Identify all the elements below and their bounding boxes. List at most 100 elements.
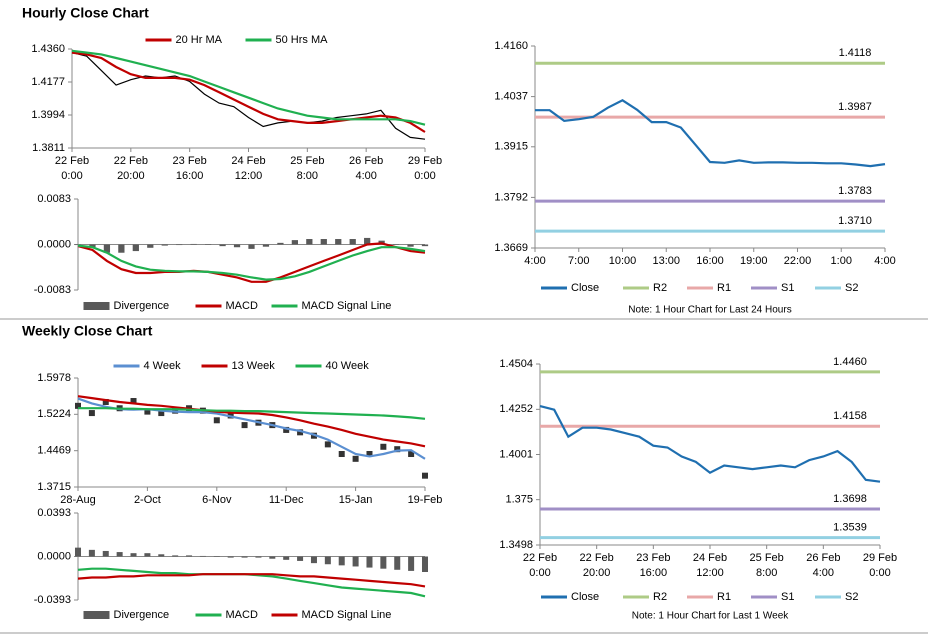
section-title: Weekly Close Chart bbox=[22, 323, 153, 339]
y-tick-label: 1.4001 bbox=[499, 448, 533, 460]
divergence-bar bbox=[205, 244, 212, 245]
divergence-bar bbox=[130, 553, 137, 557]
legend-swatch bbox=[83, 302, 110, 310]
series-line bbox=[535, 99, 886, 168]
divergence-bar bbox=[74, 547, 82, 557]
level-label: 1.3987 bbox=[838, 101, 872, 113]
legend-label: R1 bbox=[717, 591, 731, 603]
close-marker bbox=[144, 408, 151, 415]
x-tick-label: 0:00 bbox=[529, 567, 550, 579]
y-tick-label: 1.3792 bbox=[494, 191, 528, 203]
divergence-bar bbox=[248, 244, 255, 249]
close-marker bbox=[241, 422, 248, 429]
divergence-bar bbox=[176, 244, 183, 246]
divergence-bar bbox=[335, 239, 342, 245]
divergence-bar bbox=[144, 553, 151, 557]
x-tick-label: 24 Feb bbox=[231, 155, 265, 167]
divergence-bar bbox=[103, 244, 111, 253]
x-tick-label: 2-Oct bbox=[134, 494, 161, 506]
level-label: 1.4158 bbox=[833, 410, 867, 422]
y-tick-label: 1.4469 bbox=[37, 445, 71, 457]
x-tick-label: 11-Dec bbox=[269, 494, 304, 506]
x-tick-label: 6-Nov bbox=[202, 494, 232, 506]
close-marker bbox=[352, 455, 359, 462]
legend-label: 13 Week bbox=[232, 360, 276, 372]
divergence-bar bbox=[349, 239, 356, 245]
x-tick-label: 22:00 bbox=[784, 255, 812, 267]
close-marker bbox=[213, 417, 220, 424]
series-line bbox=[539, 405, 881, 483]
x-tick-label: 16:00 bbox=[640, 567, 668, 579]
x-tick-label: 13:00 bbox=[652, 255, 680, 267]
divergence-bar bbox=[394, 556, 401, 570]
y-tick-label: 1.4504 bbox=[499, 358, 533, 370]
x-tick-label: 0:00 bbox=[869, 567, 890, 579]
divergence-bar bbox=[74, 244, 82, 246]
divergence-bar bbox=[366, 556, 373, 568]
x-tick-label: 16:00 bbox=[696, 255, 724, 267]
legend-label: MACD bbox=[226, 300, 258, 312]
divergence-bar bbox=[227, 556, 234, 558]
legend-label: 4 Week bbox=[144, 360, 182, 372]
legend-label: R2 bbox=[653, 591, 667, 603]
divergence-bar bbox=[364, 237, 371, 245]
x-tick-label: 4:00 bbox=[355, 170, 376, 182]
y-tick-label: 1.5224 bbox=[37, 408, 71, 420]
divergence-bar bbox=[190, 243, 197, 245]
divergence-bar bbox=[407, 244, 414, 247]
x-tick-label: 25 Feb bbox=[290, 155, 324, 167]
series-line bbox=[77, 242, 426, 283]
divergence-bar bbox=[297, 556, 304, 561]
y-tick-label: 1.4360 bbox=[31, 43, 65, 55]
divergence-bar bbox=[89, 244, 96, 248]
close-marker bbox=[297, 429, 304, 436]
divergence-bar bbox=[291, 240, 298, 245]
legend-label: Close bbox=[571, 591, 599, 603]
divergence-bar bbox=[116, 552, 123, 557]
x-tick-label: 19-Feb bbox=[408, 494, 443, 506]
level-label: 1.4118 bbox=[839, 47, 872, 59]
close-marker bbox=[158, 410, 165, 417]
divergence-bar bbox=[219, 244, 226, 247]
legend-label: R1 bbox=[717, 282, 731, 294]
divergence-bar bbox=[132, 244, 139, 252]
y-tick-label: 1.3498 bbox=[499, 539, 533, 551]
legend-label: Divergence bbox=[114, 609, 170, 621]
y-tick-label: 1.5978 bbox=[37, 372, 71, 384]
y-tick-label: 1.3915 bbox=[494, 141, 528, 153]
divergence-bar bbox=[241, 556, 248, 558]
level-label: 1.3710 bbox=[838, 215, 872, 227]
legend-label: Divergence bbox=[114, 300, 170, 312]
divergence-bar bbox=[233, 244, 241, 248]
x-tick-label: 4:00 bbox=[524, 255, 545, 267]
close-marker bbox=[394, 446, 401, 453]
close-marker bbox=[102, 398, 109, 405]
x-tick-label: 25 Feb bbox=[750, 552, 784, 564]
legend-label: 40 Week bbox=[326, 360, 370, 372]
divergence-bar bbox=[118, 244, 125, 253]
y-tick-label: -0.0393 bbox=[34, 594, 71, 606]
y-tick-label: 1.3994 bbox=[31, 109, 65, 121]
series-line bbox=[77, 395, 426, 448]
divergence-bar bbox=[277, 242, 284, 245]
divergence-bar bbox=[213, 556, 220, 557]
x-tick-label: 10:00 bbox=[609, 255, 637, 267]
x-tick-label: 29 Feb bbox=[408, 155, 442, 167]
y-tick-label: 1.3811 bbox=[32, 142, 65, 154]
series-line bbox=[71, 52, 426, 140]
divergence-bar bbox=[158, 554, 165, 557]
close-marker bbox=[408, 451, 415, 458]
divergence-bar bbox=[421, 244, 429, 247]
close-marker bbox=[338, 451, 345, 458]
divergence-bar bbox=[324, 556, 331, 565]
x-tick-label: 24 Feb bbox=[693, 552, 727, 564]
close-marker bbox=[366, 451, 373, 458]
legend-label: MACD Signal Line bbox=[302, 300, 392, 312]
y-tick-label: 1.4177 bbox=[31, 76, 65, 88]
legend-swatch bbox=[83, 611, 110, 619]
legend-label: S2 bbox=[845, 591, 858, 603]
y-tick-label: 1.3715 bbox=[37, 481, 71, 493]
y-tick-label: 1.4160 bbox=[494, 40, 528, 52]
close-marker bbox=[324, 441, 331, 448]
x-tick-label: 7:00 bbox=[568, 255, 589, 267]
